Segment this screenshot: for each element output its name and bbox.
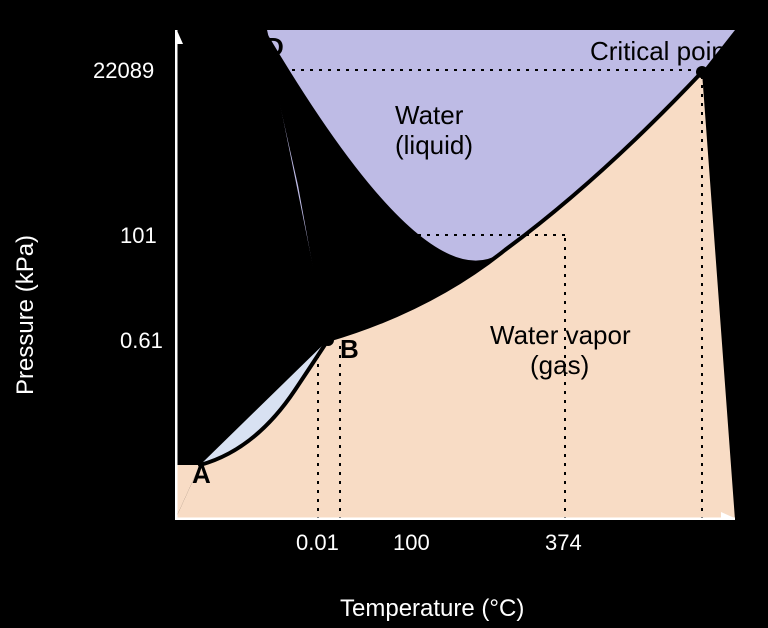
point-C-label: C — [716, 62, 735, 93]
y-axis-label: Pressure (kPa) — [12, 235, 40, 395]
y-tick-1: 101 — [120, 223, 157, 249]
triple-point-l1: Triple — [323, 252, 387, 283]
critical-point-label: Critical point — [590, 36, 733, 67]
triple-point-l2: point — [323, 282, 379, 313]
point-A-label: A — [192, 459, 211, 490]
x-tick-1: 100 — [393, 530, 430, 556]
point-D-label: D — [265, 32, 284, 63]
point-B-label: B — [340, 334, 359, 365]
region-liquid-l1: Water — [395, 100, 463, 131]
x-axis-label: Temperature (°C) — [340, 595, 524, 623]
phase-diagram-plot: Ice (solid) Water (liquid) Water vapor (… — [175, 30, 735, 520]
region-liquid-l2: (liquid) — [395, 130, 473, 161]
x-tick-2: 374 — [545, 530, 582, 556]
region-gas-l1: Water vapor — [490, 320, 631, 351]
y-tick-0: 0.61 — [120, 328, 163, 354]
region-solid-l1: Ice — [210, 150, 245, 181]
region-gas-l2: (gas) — [530, 350, 589, 381]
region-solid-l2: (solid) — [195, 180, 266, 211]
y-tick-2: 22089 — [93, 58, 154, 84]
x-tick-0: 0.01 — [296, 530, 339, 556]
